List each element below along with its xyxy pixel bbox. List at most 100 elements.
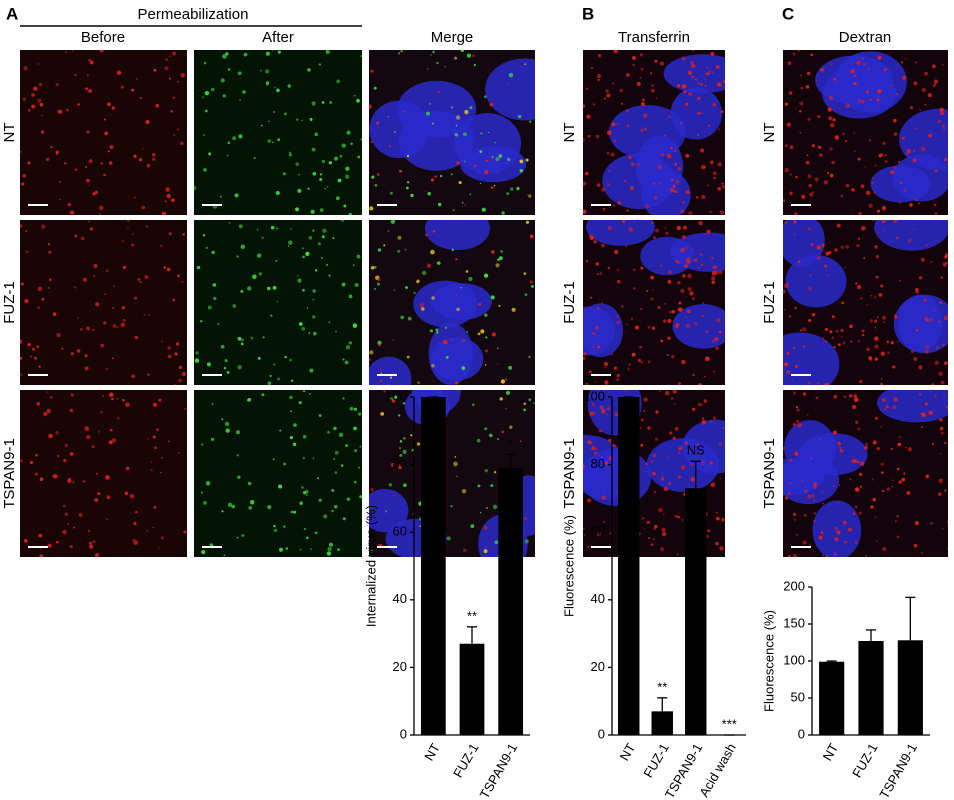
spot <box>636 81 641 86</box>
spot <box>794 451 799 456</box>
spot <box>105 475 110 480</box>
spot <box>241 534 245 537</box>
spot <box>277 50 281 54</box>
spot <box>106 495 111 500</box>
spot <box>934 212 938 215</box>
spot <box>328 161 333 165</box>
spot <box>498 256 503 261</box>
spot <box>299 548 302 551</box>
spot <box>910 349 915 354</box>
spot <box>687 287 692 292</box>
spot <box>884 160 888 163</box>
spot <box>276 300 279 303</box>
spot <box>52 312 57 316</box>
spot <box>683 90 687 94</box>
spot <box>446 536 451 541</box>
spot <box>938 478 944 483</box>
spot <box>839 449 844 453</box>
spot <box>893 118 897 123</box>
spot <box>938 492 942 497</box>
spot <box>248 506 253 510</box>
spot <box>169 55 171 58</box>
spot <box>660 547 665 552</box>
spot <box>587 498 592 503</box>
spot <box>250 336 254 340</box>
nucleus <box>369 356 412 385</box>
spot <box>873 191 876 194</box>
spot <box>528 120 532 123</box>
spot <box>880 284 884 288</box>
spot <box>501 430 505 434</box>
spot <box>881 220 886 223</box>
spot <box>236 536 239 539</box>
row-label: NT <box>561 123 578 143</box>
spot <box>802 345 806 348</box>
spot <box>138 158 143 162</box>
spot <box>48 433 53 439</box>
spot <box>678 301 682 305</box>
spot <box>591 446 596 451</box>
spot <box>706 67 709 69</box>
spot <box>695 196 699 199</box>
spot <box>106 518 108 521</box>
spot <box>632 63 635 66</box>
spot <box>640 128 644 132</box>
spot <box>62 529 67 535</box>
spot <box>718 128 720 130</box>
spot <box>792 52 796 56</box>
spot <box>178 378 182 383</box>
spot <box>410 193 414 198</box>
spot <box>49 278 52 281</box>
spot <box>88 89 92 93</box>
spot <box>643 528 645 530</box>
spot <box>370 550 373 553</box>
panel-label: C <box>782 4 794 23</box>
spot <box>639 427 642 429</box>
spot <box>41 130 45 134</box>
spot <box>109 145 114 149</box>
spot <box>812 484 818 489</box>
spot <box>397 464 403 469</box>
spot <box>424 190 427 192</box>
nucleus <box>898 294 943 352</box>
spot <box>227 68 231 71</box>
spot <box>784 144 788 148</box>
spot <box>871 181 874 185</box>
spot <box>224 359 228 363</box>
spot <box>595 262 600 266</box>
spot <box>906 491 911 495</box>
spot <box>589 411 594 416</box>
spot <box>709 210 712 214</box>
spot <box>697 402 702 407</box>
spot <box>809 274 812 277</box>
spot <box>84 426 90 431</box>
spot <box>202 234 206 237</box>
spot <box>274 86 276 89</box>
spot <box>194 185 197 190</box>
spot <box>21 182 25 186</box>
spot <box>650 297 654 301</box>
spot <box>674 162 678 166</box>
image-background <box>20 220 187 385</box>
spot <box>792 391 796 395</box>
spot <box>831 336 834 339</box>
spot <box>452 209 455 212</box>
spot <box>696 96 701 101</box>
spot <box>597 74 601 78</box>
nucleus <box>874 220 948 251</box>
spot <box>653 538 655 541</box>
spot <box>686 309 691 314</box>
spot <box>148 314 150 316</box>
spot <box>378 344 381 347</box>
spot <box>877 232 879 235</box>
spot <box>930 318 934 322</box>
spot <box>659 61 665 66</box>
spot <box>840 335 843 338</box>
nucleus <box>812 500 862 557</box>
spot <box>450 338 453 341</box>
spot <box>206 362 211 367</box>
spot <box>792 512 797 517</box>
spot <box>20 224 23 228</box>
spot <box>783 308 786 311</box>
spot <box>195 351 199 355</box>
